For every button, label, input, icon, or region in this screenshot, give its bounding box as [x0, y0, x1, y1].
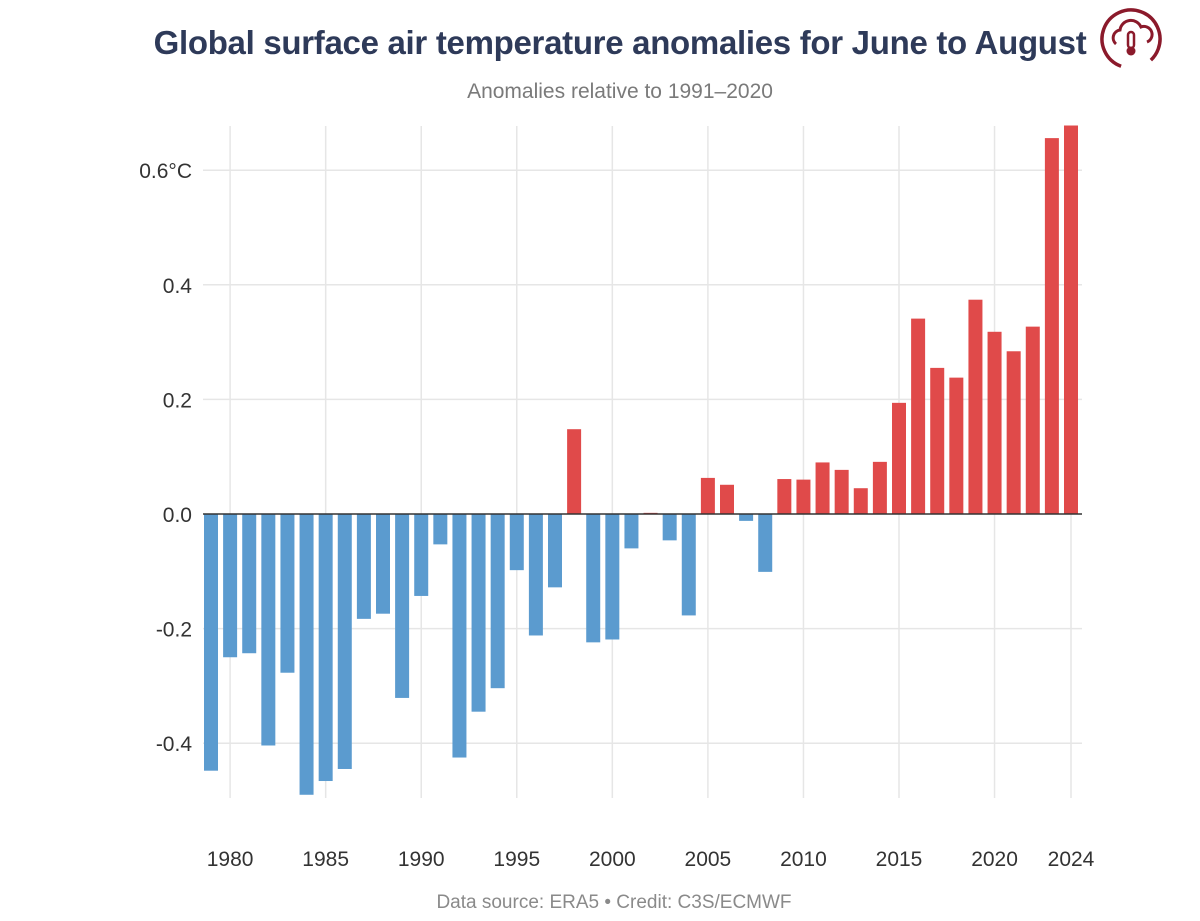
- bar-2018: [949, 377, 964, 514]
- bar-1999: [586, 514, 601, 643]
- y-tick-label: -0.2: [156, 619, 192, 642]
- bars: [204, 125, 1078, 795]
- axes: 0.6°C 0.4 0.2 0.0 -0.2 -0.4 1980 1985 1990 1995 20…: [139, 160, 1094, 871]
- x-tick-label: 2010: [780, 848, 827, 871]
- y-tick-label: 0.0: [163, 504, 192, 527]
- x-tick-label: 2020: [971, 848, 1018, 871]
- bar-1989: [395, 514, 410, 698]
- bar-2013: [853, 488, 868, 514]
- bar-1985: [318, 514, 333, 782]
- bar-2001: [624, 514, 639, 549]
- x-tick-label: 2024: [1048, 848, 1095, 871]
- bar-1986: [337, 514, 352, 769]
- bar-2016: [911, 318, 926, 514]
- bar-1993: [471, 514, 486, 712]
- bar-1991: [433, 514, 448, 545]
- x-tick-label: 1980: [207, 848, 254, 871]
- bar-1983: [280, 514, 295, 673]
- bar-2006: [720, 484, 734, 514]
- bar-1979: [204, 514, 218, 771]
- bar-2005: [700, 477, 715, 514]
- y-tick-label: 0.6°C: [139, 160, 192, 183]
- bar-1996: [528, 514, 543, 636]
- bar-2004: [681, 514, 696, 616]
- y-tick-label: 0.4: [163, 275, 193, 298]
- chart-subtitle: Anomalies relative to 1991–2020: [467, 80, 773, 103]
- bar-2021: [1006, 351, 1021, 514]
- bar-1994: [490, 514, 505, 689]
- bar-1982: [261, 514, 276, 746]
- bar-2012: [834, 469, 849, 514]
- bar-2022: [1025, 326, 1040, 514]
- bar-1992: [452, 514, 467, 758]
- x-tick-label: 1995: [493, 848, 540, 871]
- bar-1987: [356, 514, 371, 619]
- x-tick-label: 1990: [398, 848, 445, 871]
- bar-2023: [1044, 138, 1059, 514]
- bar-1984: [299, 514, 314, 795]
- bar-2000: [605, 514, 620, 640]
- cloud-thermometer-icon: [1100, 8, 1162, 70]
- bar-1998: [567, 429, 582, 514]
- chart-title: Global surface air temperature anomalies…: [153, 24, 1087, 61]
- bar-1988: [376, 514, 390, 614]
- bar-2020: [987, 331, 1002, 514]
- bar-1981: [242, 514, 257, 654]
- data-source-caption: Data source: ERA5 • Credit: C3S/ECMWF: [436, 892, 792, 913]
- bar-2008: [758, 514, 773, 572]
- bar-2003: [662, 514, 677, 541]
- x-tick-label: 1985: [302, 848, 349, 871]
- y-tick-label: -0.4: [156, 733, 193, 756]
- x-tick-label: 2005: [685, 848, 732, 871]
- bar-2014: [872, 461, 887, 514]
- bar-2019: [968, 299, 983, 514]
- bar-2024: [1064, 125, 1078, 515]
- bar-2017: [930, 367, 945, 514]
- y-tick-label: 0.2: [163, 389, 192, 412]
- x-tick-label: 2000: [589, 848, 636, 871]
- bar-1980: [223, 514, 238, 658]
- bar-1995: [509, 514, 524, 571]
- bar-1990: [414, 514, 429, 596]
- bar-2010: [796, 479, 811, 514]
- bar-2011: [815, 462, 830, 514]
- bar-2009: [777, 479, 792, 514]
- bar-1997: [548, 514, 562, 588]
- x-tick-label: 2015: [876, 848, 923, 871]
- bar-2007: [739, 514, 754, 521]
- bar-2015: [892, 402, 906, 514]
